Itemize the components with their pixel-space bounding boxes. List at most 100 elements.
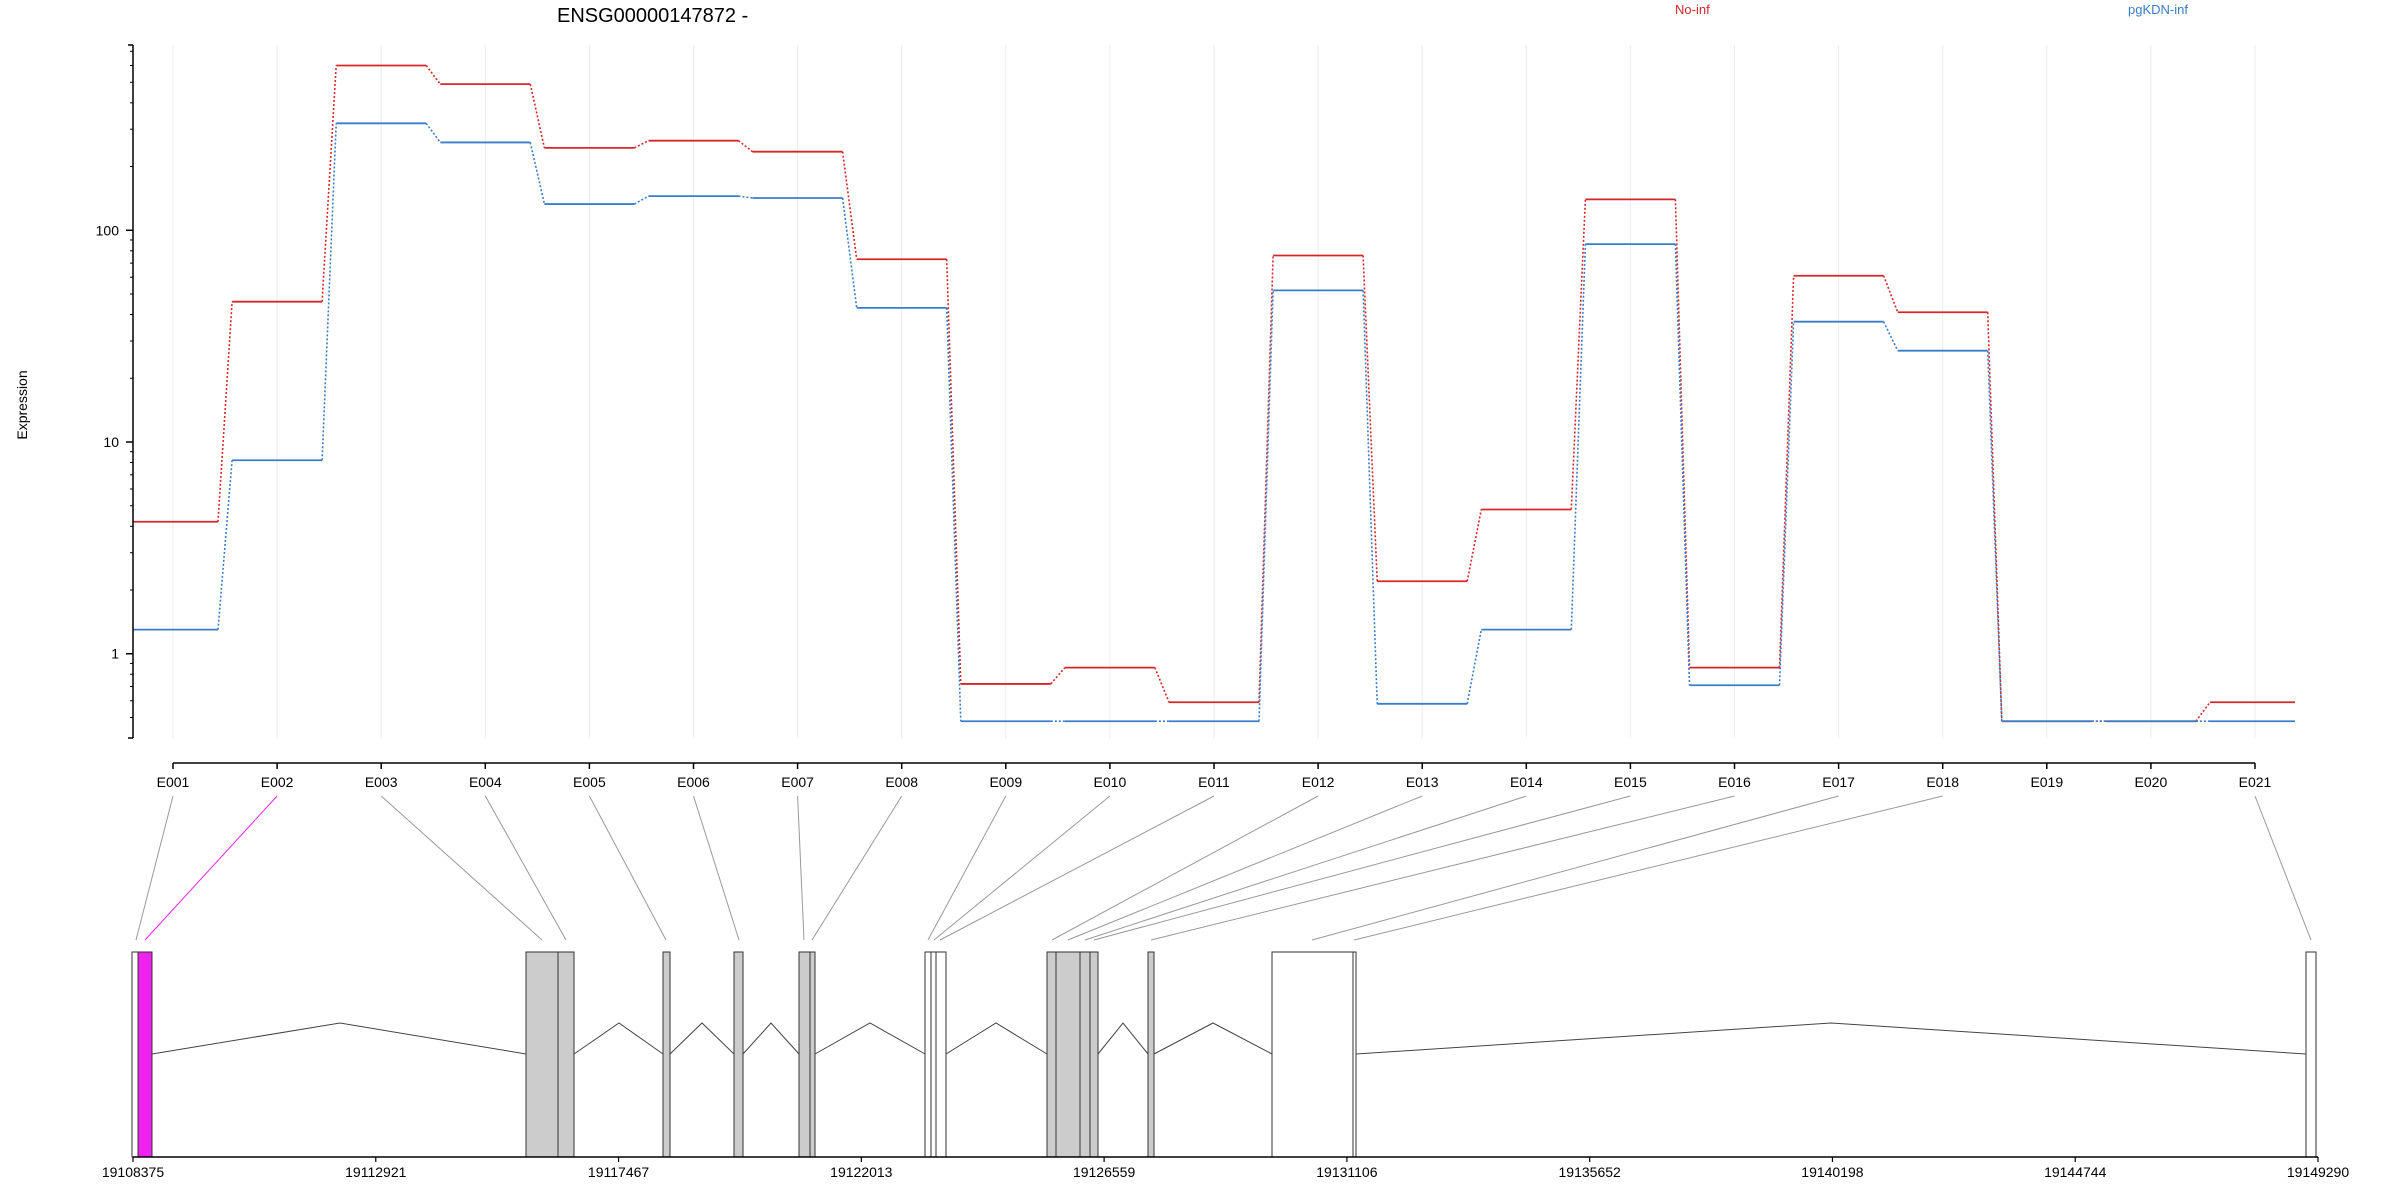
exon-connector: [1051, 795, 1319, 941]
series-connector: [425, 65, 441, 85]
exon-connector: [1084, 795, 1527, 941]
series-connector: [1778, 321, 1795, 686]
coord-label: 19131106: [1316, 1164, 1377, 1180]
exon-connector: [135, 795, 174, 941]
series-connector: [321, 123, 337, 461]
exon-label: E008: [885, 774, 918, 790]
intron-line: [669, 1022, 735, 1055]
exon-block: [2305, 951, 2317, 1158]
exon-connector: [1311, 795, 1839, 941]
exon-block: [1079, 951, 1091, 1158]
exon-block: [1352, 951, 1357, 1158]
exon-block: [1089, 951, 1099, 1158]
exon-block: [1055, 951, 1081, 1158]
intron-line: [573, 1022, 664, 1055]
coord-label: 19135652: [1559, 1164, 1622, 1180]
series-pgkdn-inf: [133, 122, 2295, 723]
series-connector: [841, 151, 858, 260]
series-connector: [425, 122, 441, 143]
coord-label: 19112921: [345, 1164, 406, 1180]
exon-block: [525, 951, 559, 1158]
exon-block: [1046, 951, 1057, 1158]
series-connector: [1466, 629, 1483, 704]
exon-label: E011: [1198, 774, 1230, 790]
coord-label: 19144744: [2044, 1164, 2107, 1180]
exon-connector: [693, 795, 740, 941]
exon-connector: [144, 795, 278, 941]
series-connector: [1882, 321, 1899, 352]
series-connector: [841, 197, 858, 308]
y-tick-label: 100: [96, 222, 120, 238]
exon-label: E012: [1302, 774, 1335, 790]
y-axis: 1 10 100: [96, 44, 134, 739]
intron-line: [1097, 1022, 1149, 1055]
series-connector: [1674, 244, 1691, 686]
exon-label: E010: [1094, 774, 1127, 790]
series-connector: [321, 65, 337, 302]
coord-label: 19122013: [830, 1164, 893, 1180]
exon-label: E020: [2135, 774, 2168, 790]
exon-connector: [380, 795, 543, 941]
series-connector: [217, 460, 233, 630]
series-connector: [1466, 509, 1483, 582]
legend-label-pgkdn-inf: pgKDN-inf: [2128, 2, 2188, 17]
y-tick-label: 1: [111, 646, 119, 662]
chart-title: ENSG00000147872 -: [557, 5, 748, 27]
legend-label-no-inf: No-inf: [1675, 2, 1710, 17]
y-axis-label: Expression: [14, 370, 30, 439]
exon-block: [662, 951, 671, 1158]
exon-label: E017: [1822, 774, 1855, 790]
exon-block: [557, 951, 575, 1158]
series-connector: [738, 140, 754, 153]
vertical-grid: [172, 45, 2256, 738]
series-connector: [217, 301, 233, 522]
exon-connector: [1353, 795, 1943, 941]
exon-block: [924, 951, 932, 1158]
intron-line: [814, 1022, 926, 1055]
exon-block: [935, 951, 947, 1158]
exon-block: [131, 951, 139, 1158]
coord-label: 19126559: [1073, 1164, 1136, 1180]
series-connector: [1570, 244, 1587, 630]
intron-line: [151, 1022, 527, 1055]
series-connector: [945, 259, 962, 684]
exon-block: [809, 951, 816, 1158]
intron-line: [1355, 1022, 2307, 1055]
exon-label: E004: [469, 774, 502, 790]
exon-block: [137, 951, 153, 1158]
y-tick-label: 10: [103, 434, 119, 450]
exon-label: E021: [2239, 774, 2272, 790]
exon-connector: [933, 795, 1111, 941]
series-connector: [1258, 290, 1274, 722]
exon-block: [1147, 951, 1155, 1158]
exon-connector: [588, 795, 667, 941]
exon-label: E009: [989, 774, 1022, 790]
exon-connector: [1093, 795, 1631, 941]
series-connector: [529, 142, 546, 205]
coord-label: 19149290: [2287, 1164, 2350, 1180]
series-lines: [133, 64, 2295, 723]
series-connector: [1154, 667, 1170, 703]
exon-labels: E001 E002 E003 E004 E005 E006 E007 E008 E009 E010…: [157, 762, 2272, 790]
exon-connector: [811, 795, 903, 941]
exon-label: E003: [365, 774, 398, 790]
series-connector: [1986, 350, 2003, 722]
exon-label: E013: [1406, 774, 1439, 790]
intron-line: [1153, 1022, 1273, 1055]
gene-model: [131, 951, 2317, 1158]
exon-label: E019: [2030, 774, 2063, 790]
exon-label: E018: [1926, 774, 1959, 790]
series-connector: [1362, 290, 1378, 704]
exon-connector: [939, 795, 1215, 941]
coord-label: 19140198: [1801, 1164, 1864, 1180]
exon-connector: [484, 795, 567, 941]
series-connector: [2195, 701, 2211, 722]
series-connector: [1258, 255, 1274, 703]
series-connector: [1570, 199, 1587, 510]
exon-block: [1271, 951, 1354, 1158]
exon-connector: [797, 795, 805, 941]
series-connector: [945, 307, 962, 722]
coord-label: 19108375: [102, 1164, 165, 1180]
series-connector: [1778, 275, 1795, 668]
exon-block: [930, 951, 937, 1158]
